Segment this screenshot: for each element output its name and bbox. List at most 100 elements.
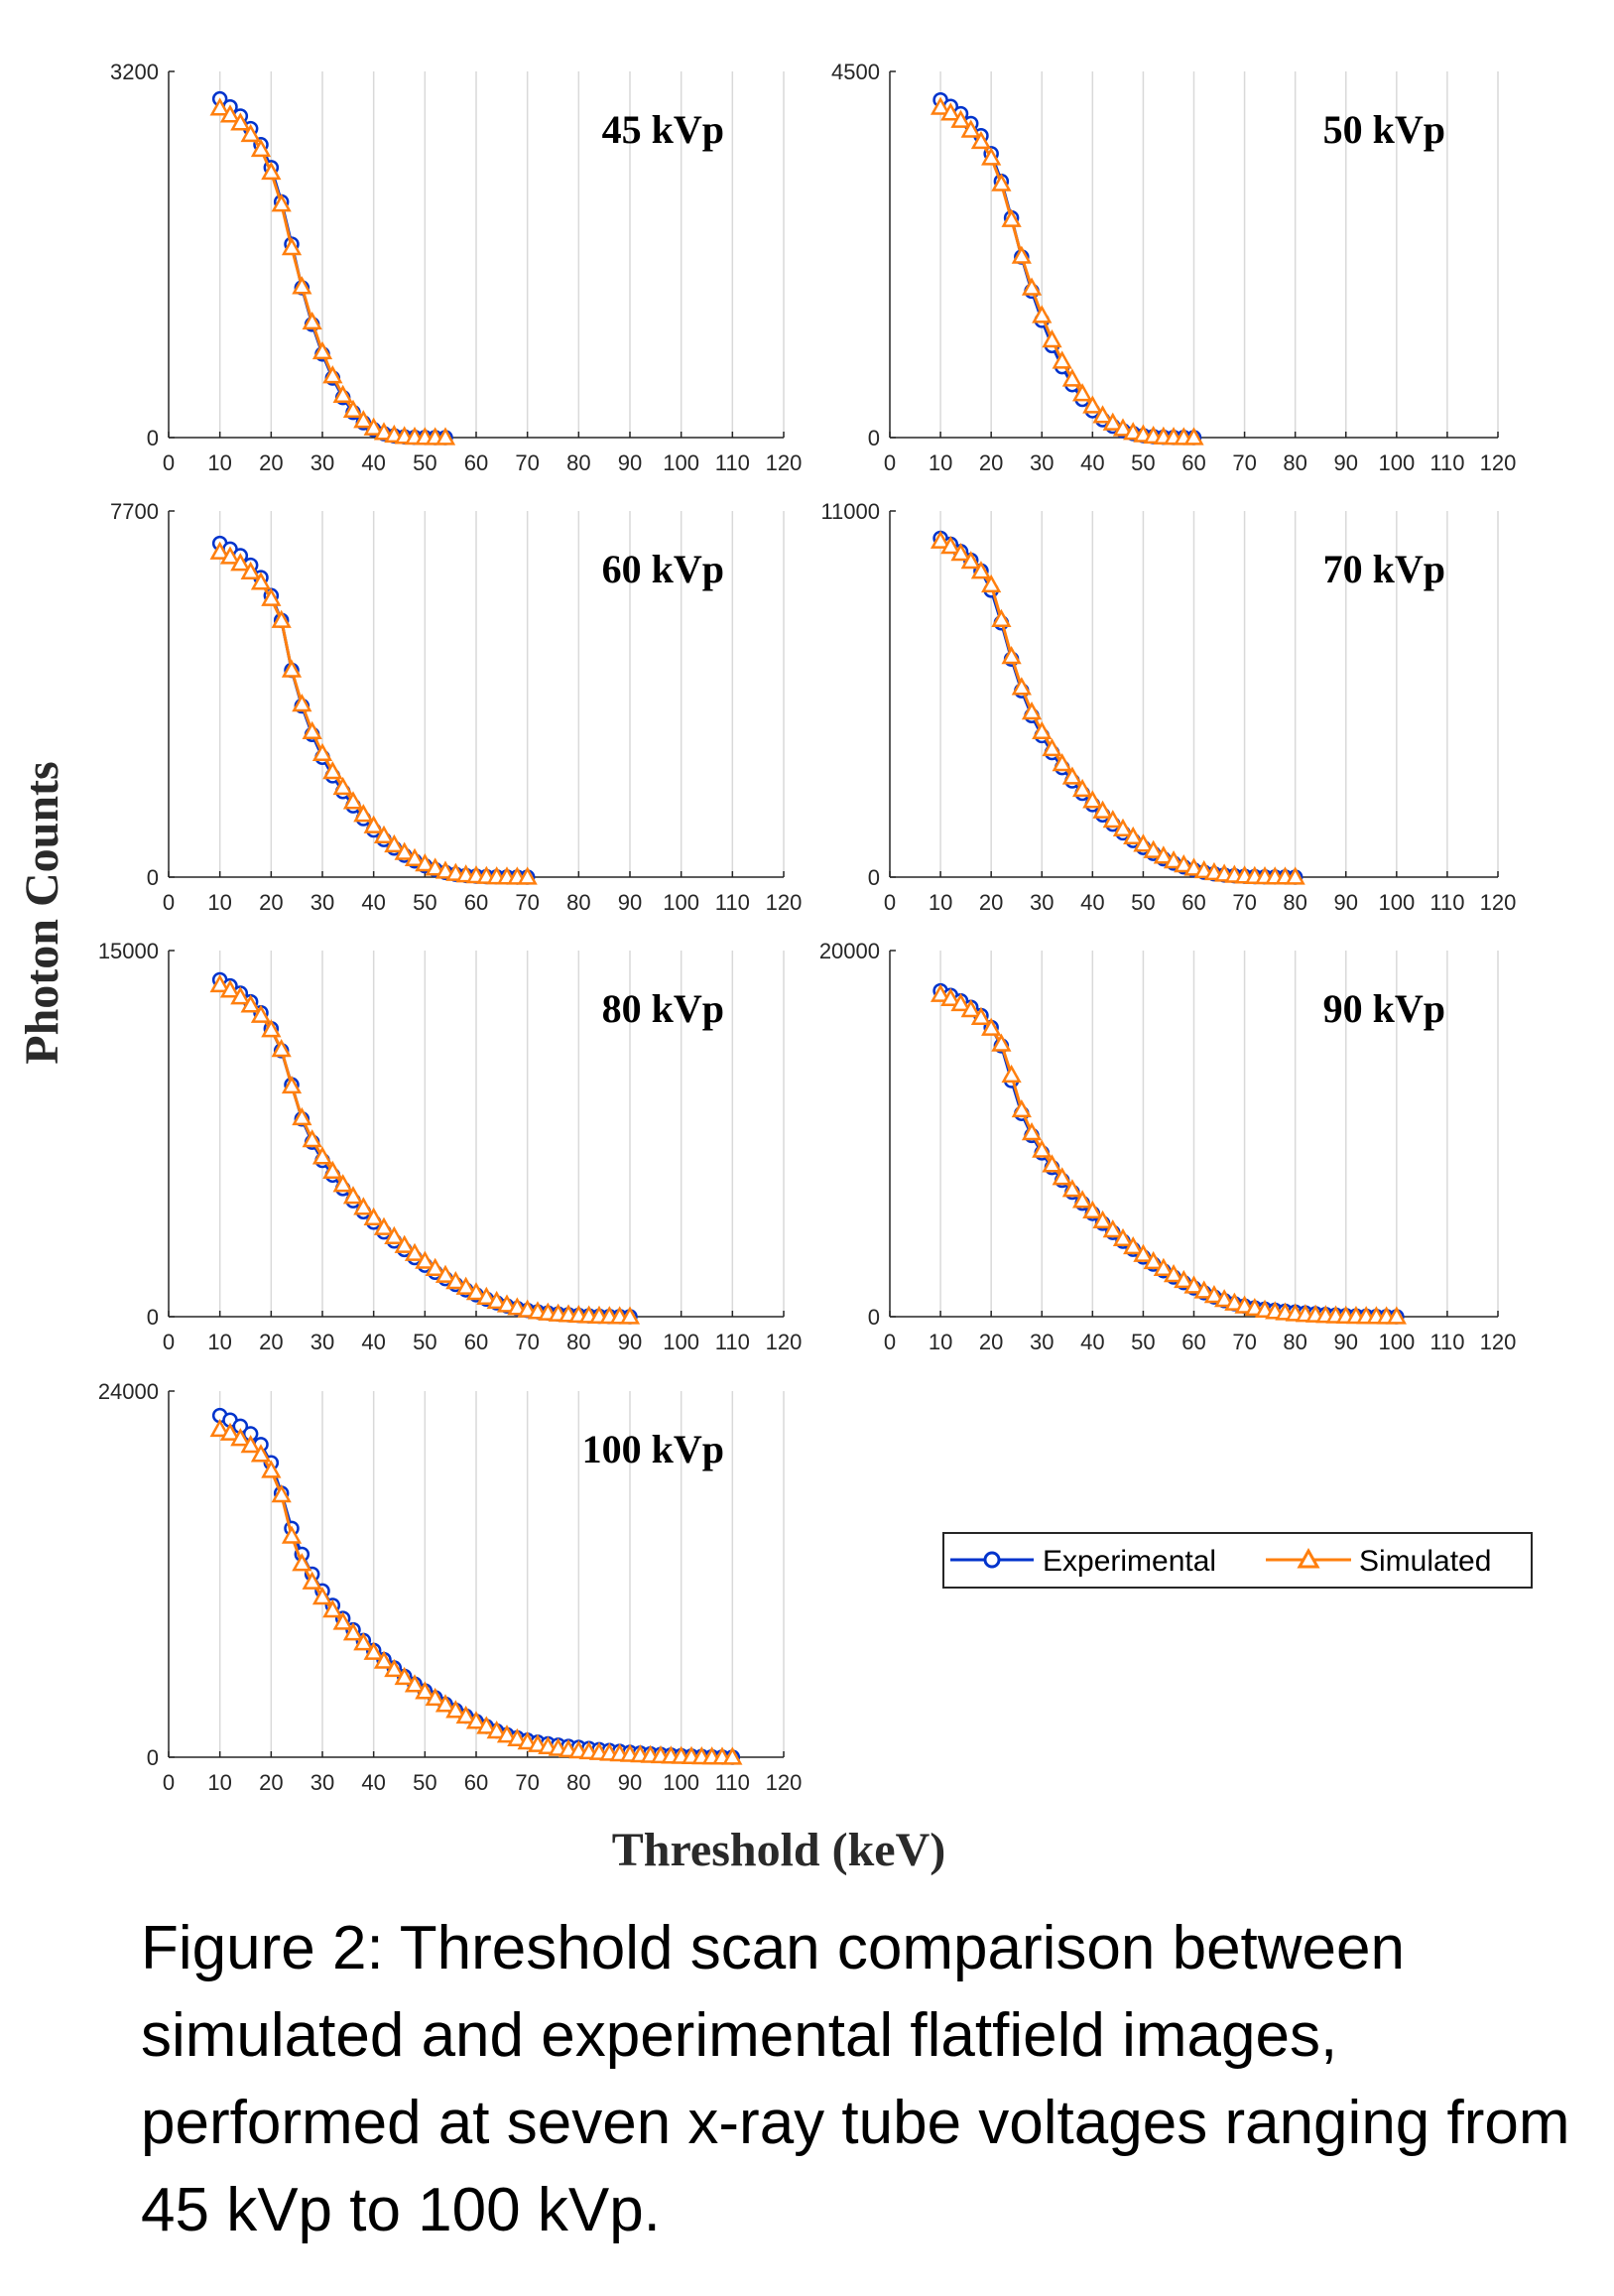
simulated-point [240, 561, 261, 579]
y-tick-label: 3200 [110, 60, 159, 84]
simulated-point [404, 1674, 426, 1693]
y-tick-label: 0 [868, 426, 880, 450]
simulated-point [435, 1264, 456, 1283]
simulated-point [1011, 677, 1032, 696]
x-tick-label: 60 [464, 1770, 488, 1795]
simulated-point [363, 815, 384, 833]
x-tick-label: 60 [1181, 1330, 1205, 1354]
simulated-point [496, 1724, 518, 1743]
simulated-point [991, 608, 1012, 628]
simulated-point [991, 173, 1012, 191]
simulated-point [240, 1435, 261, 1454]
x-tick-label: 90 [1334, 890, 1358, 915]
panel-label: 60 kVp [602, 547, 724, 591]
simulated-point [950, 992, 971, 1012]
simulated-point [1102, 412, 1123, 431]
simulated-point [373, 1216, 395, 1235]
simulated-point [1386, 1306, 1407, 1325]
simulated-point [1174, 854, 1194, 873]
legend-box [942, 1532, 1533, 1589]
simulated-point [1082, 395, 1103, 414]
x-tick-label: 10 [207, 1330, 231, 1354]
simulated-point [455, 1705, 476, 1724]
simulated-point [311, 742, 333, 762]
x-tick-label: 30 [310, 450, 334, 475]
simulated-point [353, 1632, 374, 1651]
x-tick-label: 20 [259, 1330, 283, 1354]
simulated-point [1102, 810, 1123, 829]
simulated-point [981, 574, 1002, 593]
simulated-point [373, 825, 395, 843]
x-tick-label: 70 [515, 890, 539, 915]
x-tick-label: 110 [715, 450, 750, 475]
simulated-point [445, 1271, 466, 1290]
panel-label: 45 kVp [602, 107, 724, 152]
x-tick-label: 50 [1131, 1330, 1155, 1354]
x-tick-label: 90 [618, 1330, 642, 1354]
simulated-point [209, 97, 230, 116]
simulated-point [404, 1242, 426, 1261]
simulated-point [261, 1019, 282, 1038]
simulated-point [991, 1033, 1012, 1052]
x-tick-label: 70 [1232, 890, 1256, 915]
simulated-point [302, 1571, 322, 1590]
x-tick-label: 30 [1030, 450, 1054, 475]
x-tick-label: 120 [766, 450, 803, 475]
x-tick-label: 60 [464, 890, 488, 915]
x-tick-label: 100 [663, 890, 699, 915]
simulated-point [250, 572, 272, 590]
x-tick-label: 90 [618, 890, 642, 915]
panel-7: 0 10 20 30 40 50 60 70 80 90 100 110 120 0 24000 100 kV… [98, 1379, 803, 1795]
simulated-point [271, 193, 292, 212]
simulated-point [1082, 790, 1103, 809]
x-tick-label: 120 [766, 890, 803, 915]
simulated-point [527, 1733, 549, 1752]
simulated-point [394, 1666, 415, 1686]
simulated-point [394, 1234, 415, 1253]
x-axis-title: Threshold (keV) [612, 1824, 946, 1876]
simulated-point [465, 1282, 487, 1301]
simulated-point [363, 1641, 384, 1660]
simulated-point [1092, 800, 1113, 819]
simulated-point [342, 1622, 364, 1641]
x-tick-label: 50 [1131, 450, 1155, 475]
x-tick-label: 40 [361, 1330, 385, 1354]
simulated-point [353, 410, 374, 429]
simulated-point [373, 422, 395, 441]
x-tick-label: 100 [1378, 890, 1415, 915]
simulated-point [940, 102, 961, 121]
x-tick-label: 40 [361, 890, 385, 915]
simulated-point [1183, 857, 1204, 876]
y-tick-label: 0 [147, 1745, 159, 1770]
x-tick-label: 100 [1378, 450, 1415, 475]
simulated-point [496, 1294, 518, 1313]
x-tick-label: 110 [715, 1770, 750, 1795]
simulated-point [240, 994, 261, 1013]
figure-caption: Figure 2: Threshold scan comparison betw… [141, 1914, 1570, 2244]
simulated-point [209, 1418, 230, 1438]
simulated-point [1203, 1285, 1225, 1304]
simulated-point [1112, 818, 1134, 837]
panel-3: 0 10 20 30 40 50 60 70 80 90 100 110 120 0 7700 60 kVp [110, 499, 802, 915]
experimental-series-line [218, 97, 445, 440]
simulated-point [476, 1286, 497, 1305]
simulated-point [261, 161, 282, 181]
x-tick-label: 80 [1283, 1330, 1306, 1354]
simulated-point [332, 1174, 353, 1193]
x-tick-label: 40 [1080, 1330, 1104, 1354]
x-tick-label: 110 [1429, 890, 1464, 915]
simulated-point [1224, 1292, 1245, 1311]
x-tick-label: 100 [663, 1330, 699, 1354]
simulated-point [250, 1444, 272, 1463]
x-tick-label: 20 [979, 1330, 1003, 1354]
simulated-point [261, 587, 282, 606]
simulated-point [281, 659, 303, 678]
simulated-point [1082, 1200, 1103, 1219]
simulated-point [1102, 1218, 1123, 1238]
x-tick-label: 20 [259, 450, 283, 475]
simulated-point [1123, 422, 1144, 441]
simulated-point [209, 973, 230, 993]
x-tick-label: 20 [259, 890, 283, 915]
simulated-point [1042, 1154, 1062, 1173]
x-tick-label: 60 [464, 450, 488, 475]
